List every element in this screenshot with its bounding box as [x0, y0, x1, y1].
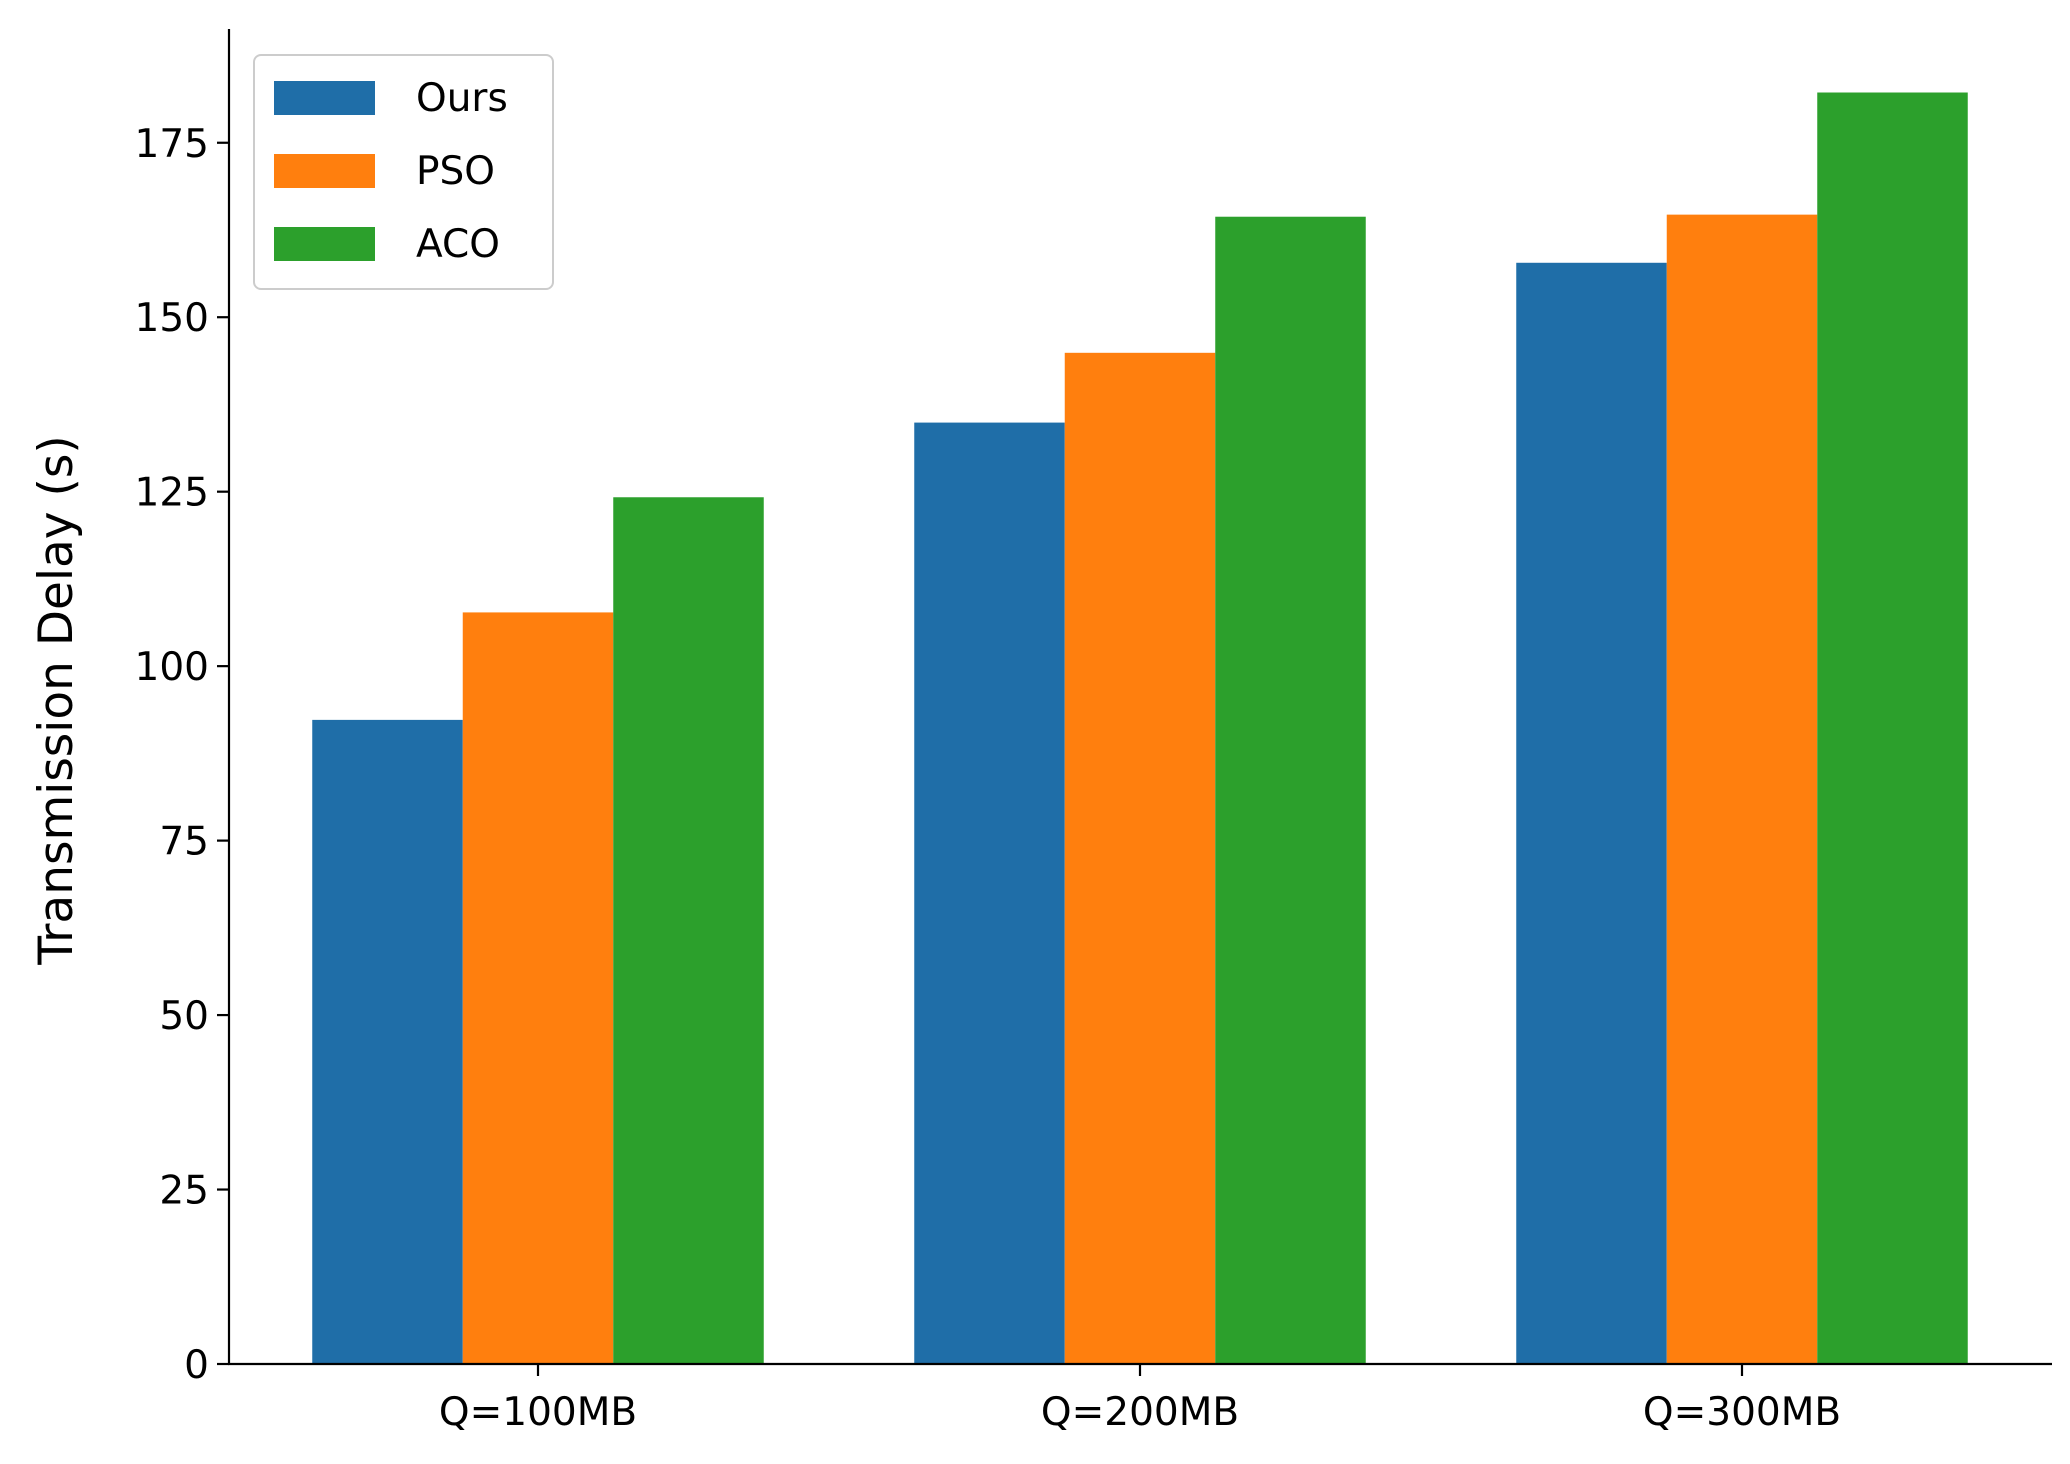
- bars-group: [312, 92, 1968, 1365]
- legend-label-ours: Ours: [416, 76, 508, 121]
- axes-group: 0 25 50 75 100 125 150 175 Q=100MB Q=200MB Q=300MB: [135, 29, 2052, 1435]
- y-tick-label-100: 100: [135, 645, 209, 690]
- y-tick-label-0: 0: [184, 1343, 209, 1388]
- x-tick-label-2: Q=200MB: [1041, 1390, 1239, 1435]
- y-tick-label-50: 50: [159, 994, 209, 1039]
- bar-aco-2: [1215, 216, 1366, 1365]
- y-axis-label: Transmission Delay (s): [29, 435, 84, 965]
- bar-ours-3: [1516, 262, 1667, 1364]
- y-tick-label-75: 75: [159, 820, 209, 865]
- bar-aco-1: [613, 497, 764, 1364]
- y-tick-label-25: 25: [159, 1169, 209, 1214]
- legend-swatch-ours: [274, 81, 375, 115]
- x-tick-label-1: Q=100MB: [439, 1390, 637, 1435]
- y-tick-label-175: 175: [135, 122, 209, 167]
- y-tick-label-150: 150: [135, 296, 209, 341]
- legend-swatch-pso: [274, 154, 375, 188]
- x-tick-label-3: Q=300MB: [1643, 1390, 1841, 1435]
- bar-pso-3: [1666, 214, 1818, 1364]
- legend-label-aco: ACO: [416, 222, 500, 267]
- legend: Ours PSO ACO: [253, 54, 554, 290]
- legend-label-pso: PSO: [416, 149, 495, 194]
- y-tick-label-125: 125: [135, 471, 209, 516]
- bar-ours-1: [312, 719, 463, 1364]
- bar-pso-2: [1064, 352, 1216, 1364]
- bar-aco-3: [1817, 92, 1968, 1364]
- bar-ours-2: [914, 422, 1065, 1365]
- bar-pso-1: [462, 612, 614, 1364]
- legend-swatch-aco: [274, 227, 375, 261]
